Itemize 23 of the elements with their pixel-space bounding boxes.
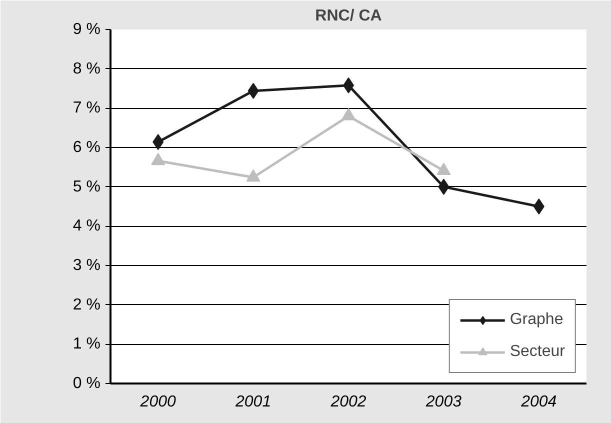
point — [533, 198, 544, 214]
y-tick-label: 1 % — [72, 336, 101, 353]
legend-label: Secteur — [510, 343, 565, 361]
point — [246, 169, 260, 182]
y-tick-label: 7 % — [72, 100, 101, 117]
y-tick-label: 3 % — [72, 257, 101, 274]
x-tick-label: 2004 — [520, 394, 557, 410]
y-tick-label: 9 % — [72, 21, 101, 38]
y-tick-label: 5 % — [72, 178, 101, 196]
y-tick-label: 2 % — [72, 296, 101, 314]
point — [151, 152, 166, 166]
y-tick-label: 4 % — [72, 218, 101, 235]
y-tick-label: 8 % — [72, 60, 101, 78]
legend-label: Graphe — [510, 311, 564, 329]
y-tick-label: 0 % — [72, 375, 101, 392]
chart-title: RNC/ CA — [315, 8, 382, 24]
x-tick-label: 2000 — [139, 394, 176, 410]
point — [342, 108, 356, 120]
point — [436, 162, 451, 175]
y-tick-label: 6 % — [72, 139, 101, 156]
x-tick-label: 2002 — [330, 394, 366, 410]
x-tick-label: 2001 — [234, 394, 272, 410]
x-tick-label: 2003 — [424, 394, 462, 410]
